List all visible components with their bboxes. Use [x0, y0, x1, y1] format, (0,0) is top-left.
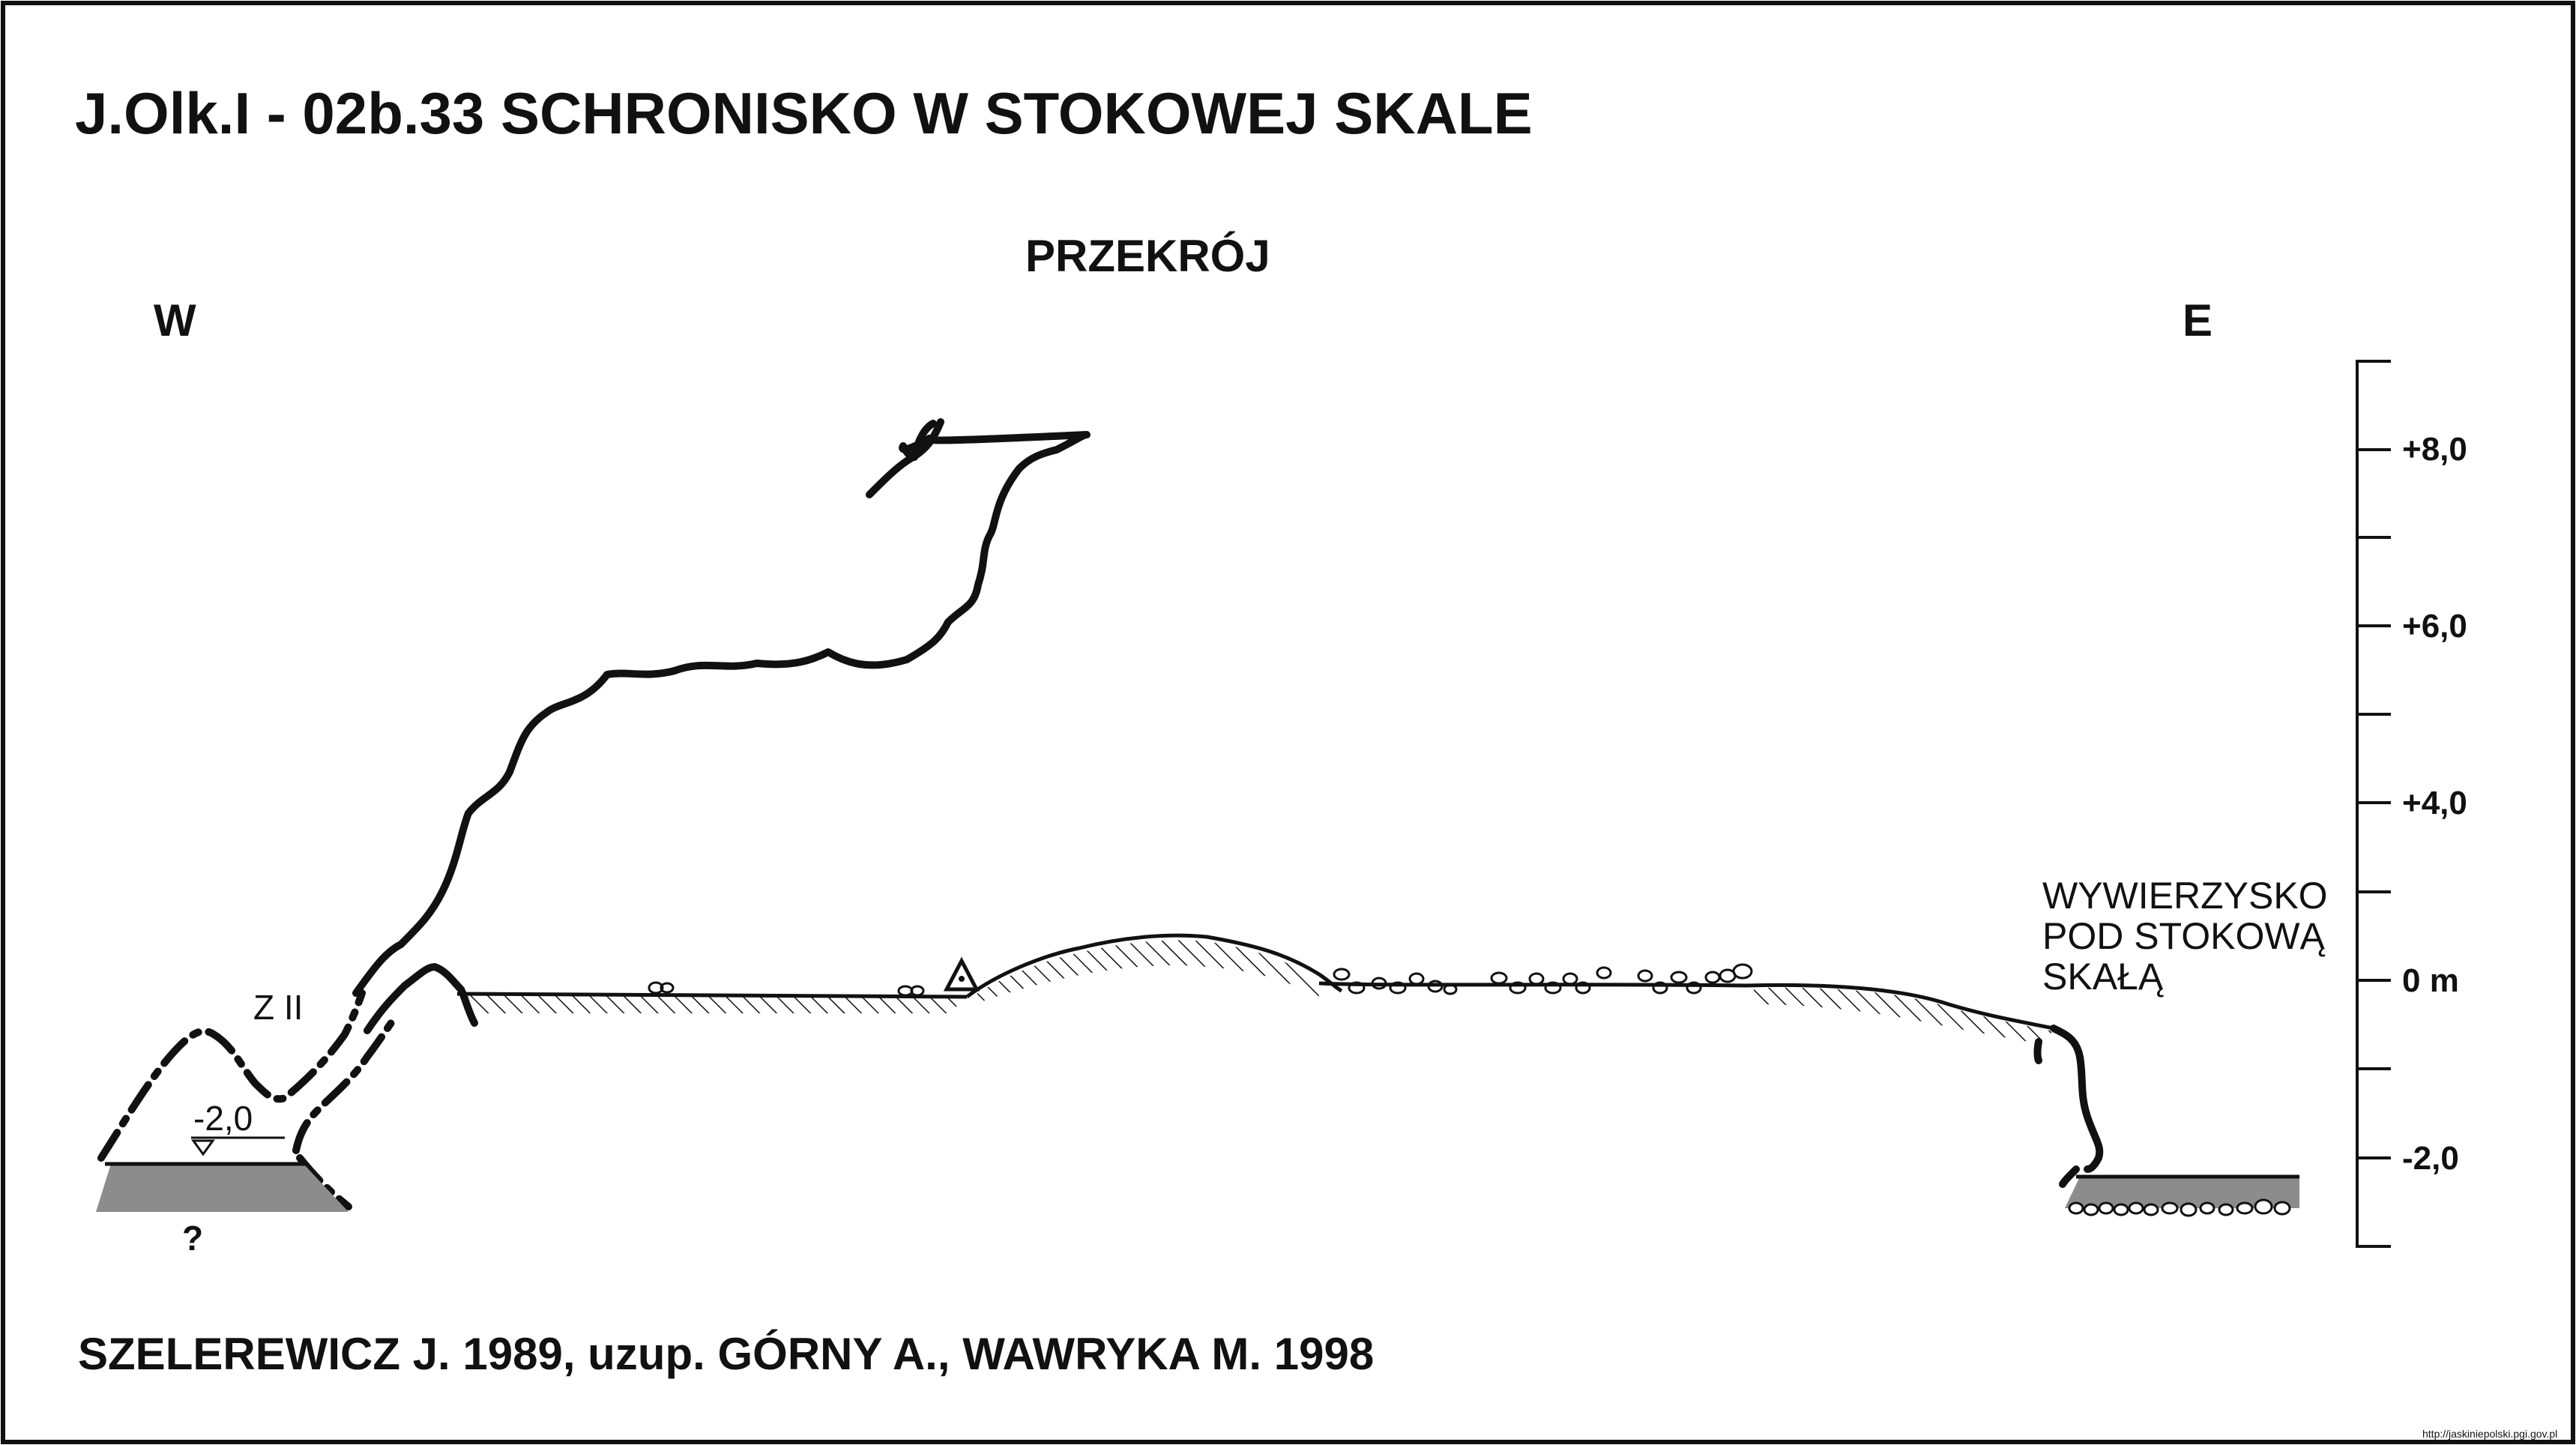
spring-label-line-3: SKAŁĄ: [2042, 956, 2164, 998]
floor-line-middle: [1318, 981, 1747, 988]
ceiling-line-upper: [866, 418, 944, 498]
chamber-label: Z II: [253, 988, 303, 1027]
scale-tick-minus-2: -2,0: [2402, 1140, 2459, 1177]
spring-label-line-1: WYWIERZYSKO: [2042, 875, 2328, 917]
rubble-stones: [648, 963, 1753, 997]
spring-shaft-bottom: [2059, 1165, 2080, 1188]
chamber-outline-lower: [292, 1016, 397, 1154]
datum-marker-dot: [959, 976, 965, 982]
datum-marker-icon: [943, 956, 980, 992]
water-level-triangle: [191, 1139, 215, 1156]
scale-tick-0: 0 m: [2402, 962, 2459, 999]
scale-tick-6: +6,0: [2402, 608, 2467, 645]
scale-tick-8: +8,0: [2402, 431, 2467, 468]
scale-tick-4: +4,0: [2402, 785, 2467, 821]
rubble-spring-bottom: [2068, 1198, 2291, 1217]
water-level-label: -2,0: [193, 1099, 253, 1138]
floor-hatch-mound: [974, 940, 1319, 1004]
floor-line-mound: [965, 933, 1343, 999]
compass-east: E: [2183, 295, 2212, 346]
drawing-title: J.Olk.I - 02b.33 SCHRONISKO W STOKOWEJ S…: [75, 80, 1533, 146]
compass-west: W: [154, 295, 196, 346]
entrance-rock: [364, 963, 478, 1034]
credits: SZELEREWICZ J. 1989, uzup. GÓRNY A., WAW…: [78, 1329, 1374, 1379]
floor-line-east: [1746, 983, 2054, 1031]
water-pool-west: [96, 1164, 349, 1212]
ceiling-line: [352, 420, 1091, 997]
spring-label-line-2: POD STOKOWĄ: [2042, 915, 2326, 957]
section-label: PRZEKRÓJ: [1025, 231, 1270, 281]
chamber-outline: [97, 989, 366, 1162]
unknown-mark: ?: [182, 1219, 203, 1258]
spring-shaft: [2050, 1025, 2104, 1173]
water-pool-east: [2065, 1177, 2299, 1208]
vertical-scale: [2356, 360, 2391, 1248]
floor-hatch-west: [461, 995, 963, 1013]
source-url: http://jaskiniepolski.pgi.gov.pl: [2422, 1428, 2557, 1440]
floor-hatch-east: [1754, 987, 2054, 1043]
spring-shaft-left: [2033, 1038, 2042, 1064]
